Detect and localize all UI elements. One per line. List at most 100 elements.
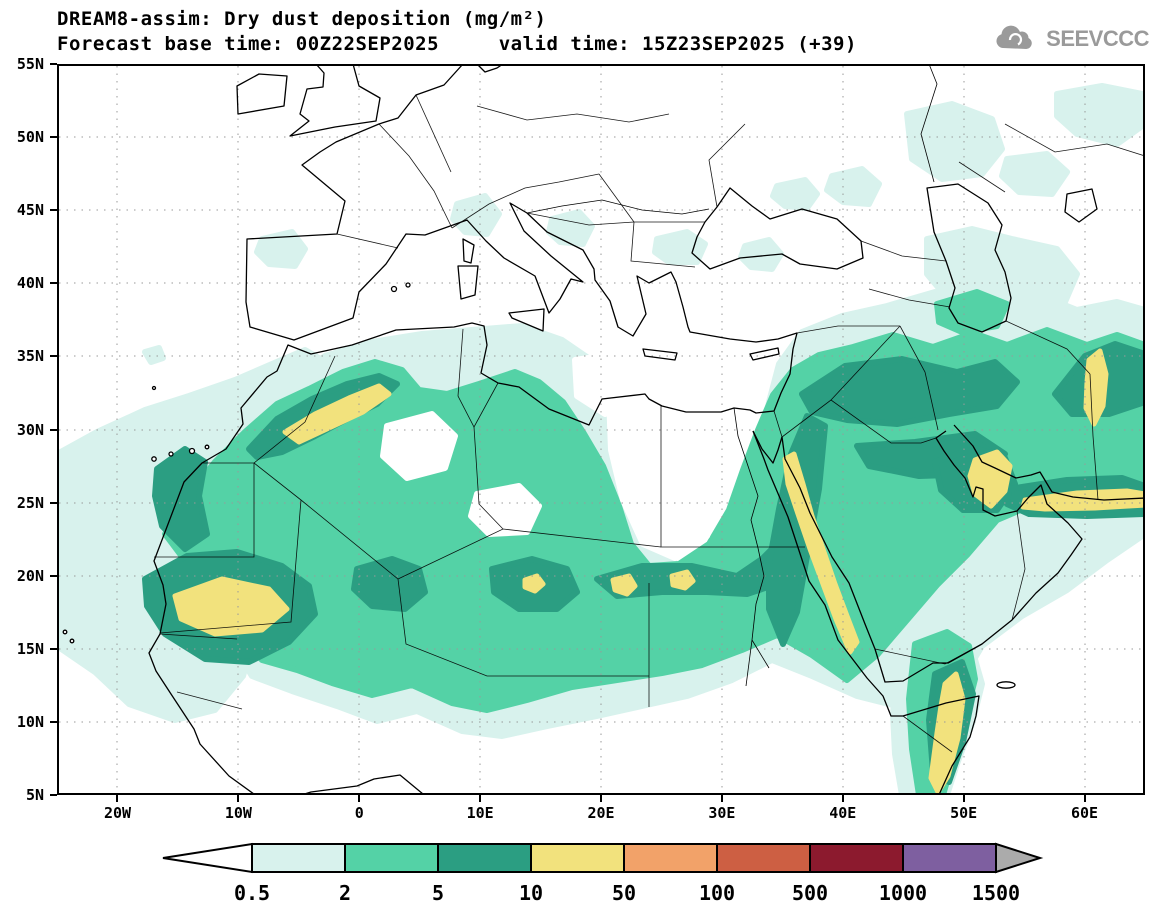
lon-tick [358, 795, 361, 802]
colorbar-boundary-label: 1500 [972, 881, 1020, 905]
island-capeverde [69, 638, 75, 644]
latitude-axis: 55N 50N 45N 40N 35N 30N 25N 20N 15N 10N 5N [0, 55, 57, 804]
lat-tick [50, 794, 57, 796]
coast-ireland [236, 73, 288, 115]
lon-tick [479, 795, 482, 802]
lon-tick-label: 40E [829, 804, 857, 822]
lat-tick [50, 282, 57, 285]
island-corsica [462, 238, 475, 264]
colorbar-boundary-label: 10 [519, 881, 543, 905]
colorbar-cell [530, 843, 625, 873]
longitude-axis: 20W 10W 0 10E 20E 30E 40E 50E 60E [57, 795, 1145, 841]
lat-tick-label: 35N [16, 347, 44, 366]
coast-caspian [926, 183, 1012, 333]
lon-tick [600, 795, 602, 802]
lon-tick-label: 30E [708, 804, 736, 822]
colorbar-cell [344, 843, 439, 873]
colorbar-arrow-right [995, 842, 1044, 874]
lat-tick [50, 720, 57, 723]
colorbar-boundary-label: 5 [432, 881, 444, 905]
coast-europe-africa [148, 64, 798, 795]
lat-tick [50, 428, 57, 431]
lat-tick [50, 355, 57, 358]
colorbar-cell [902, 843, 997, 873]
page-title: DREAM8-assim: Dry dust deposition (mg/m²… [57, 8, 547, 30]
island-madeira [151, 385, 157, 391]
island-sardinia [457, 265, 479, 300]
lon-tick [1083, 795, 1086, 802]
lat-tick-label: 5N [25, 786, 44, 804]
lon-tick-label: 60E [1070, 804, 1099, 822]
map-frame [57, 64, 1145, 795]
lat-tick-label: 20N [16, 566, 44, 585]
colorbar: 0.5 2 5 10 50 100 500 1000 1500 [162, 842, 1044, 905]
colorbar-cell [437, 843, 532, 873]
coast-britain [289, 64, 381, 137]
island-sicily [508, 308, 545, 332]
lon-tick [237, 795, 240, 802]
lat-tick [50, 647, 57, 650]
coast-iran [953, 424, 1145, 501]
lat-tick [50, 501, 57, 504]
colorbar-boundary-label: 50 [612, 881, 636, 905]
map-canvas [57, 64, 1145, 795]
lon-tick-label: 20E [587, 804, 615, 822]
island-crete [642, 348, 678, 361]
colorbar-boundary-label: 0.5 [234, 881, 270, 905]
lat-tick-label: 10N [16, 712, 44, 731]
island-canary [151, 456, 157, 462]
nile-river [733, 407, 770, 687]
island-cyprus [749, 347, 780, 361]
coastlines [62, 64, 1145, 795]
colorbar-cell [716, 843, 811, 873]
colorbar-boundary-label: 1000 [879, 881, 927, 905]
coast-redsea-somalia [752, 430, 980, 795]
page-subtitle: Forecast base time: 00Z22SEP2025 valid t… [57, 33, 857, 55]
lat-tick-label: 15N [16, 639, 44, 658]
lon-tick-label: 0 [354, 804, 364, 822]
colorbar-arrow-left [162, 842, 253, 874]
island-canary [188, 447, 196, 455]
lat-tick-label: 25N [16, 493, 44, 512]
island-balearic [405, 282, 411, 288]
lat-tick-label: 55N [16, 55, 44, 73]
coast-arabia [781, 430, 1083, 683]
lat-tick-label: 50N [16, 128, 44, 147]
country-borders [154, 94, 1145, 753]
colorbar-boundary-label: 100 [699, 881, 735, 905]
dust-clear-gaps [380, 351, 722, 561]
coast-black-sea [691, 187, 864, 270]
lat-tick [50, 63, 57, 65]
lat-tick-label: 45N [16, 201, 44, 220]
lat-tick [50, 574, 57, 577]
colorbar-boundary-label: 2 [339, 881, 351, 905]
lon-tick [720, 795, 723, 802]
island-capeverde [62, 629, 68, 635]
map-area [57, 64, 1145, 795]
island-socotra [996, 681, 1016, 689]
colorbar-boundary-label: 500 [792, 881, 828, 905]
island-canary [204, 444, 210, 450]
lon-tick [962, 795, 965, 802]
coast-sinai [752, 430, 783, 464]
colorbar-cell [623, 843, 718, 873]
island-balearic [390, 285, 398, 293]
seevccc-logo-text: SEEVCCC [1046, 26, 1149, 51]
seevccc-logo: SEEVCCC [993, 24, 1149, 54]
lon-tick [841, 795, 844, 802]
lon-tick-label: 10W [224, 804, 252, 822]
lon-tick-label: 10E [466, 804, 494, 822]
lon-tick-label: 50E [950, 804, 978, 822]
lat-tick-label: 30N [16, 420, 44, 439]
colorbar-cell [251, 843, 346, 873]
coast-aral [1064, 188, 1098, 223]
lat-tick [50, 136, 57, 139]
seevccc-cloud-icon [996, 25, 1032, 49]
latlon-grid [59, 66, 1143, 793]
lat-tick [50, 209, 57, 212]
volga-river [920, 64, 938, 183]
lat-tick-label: 40N [16, 274, 44, 293]
colorbar-cell [809, 843, 904, 873]
island-canary [168, 451, 174, 457]
